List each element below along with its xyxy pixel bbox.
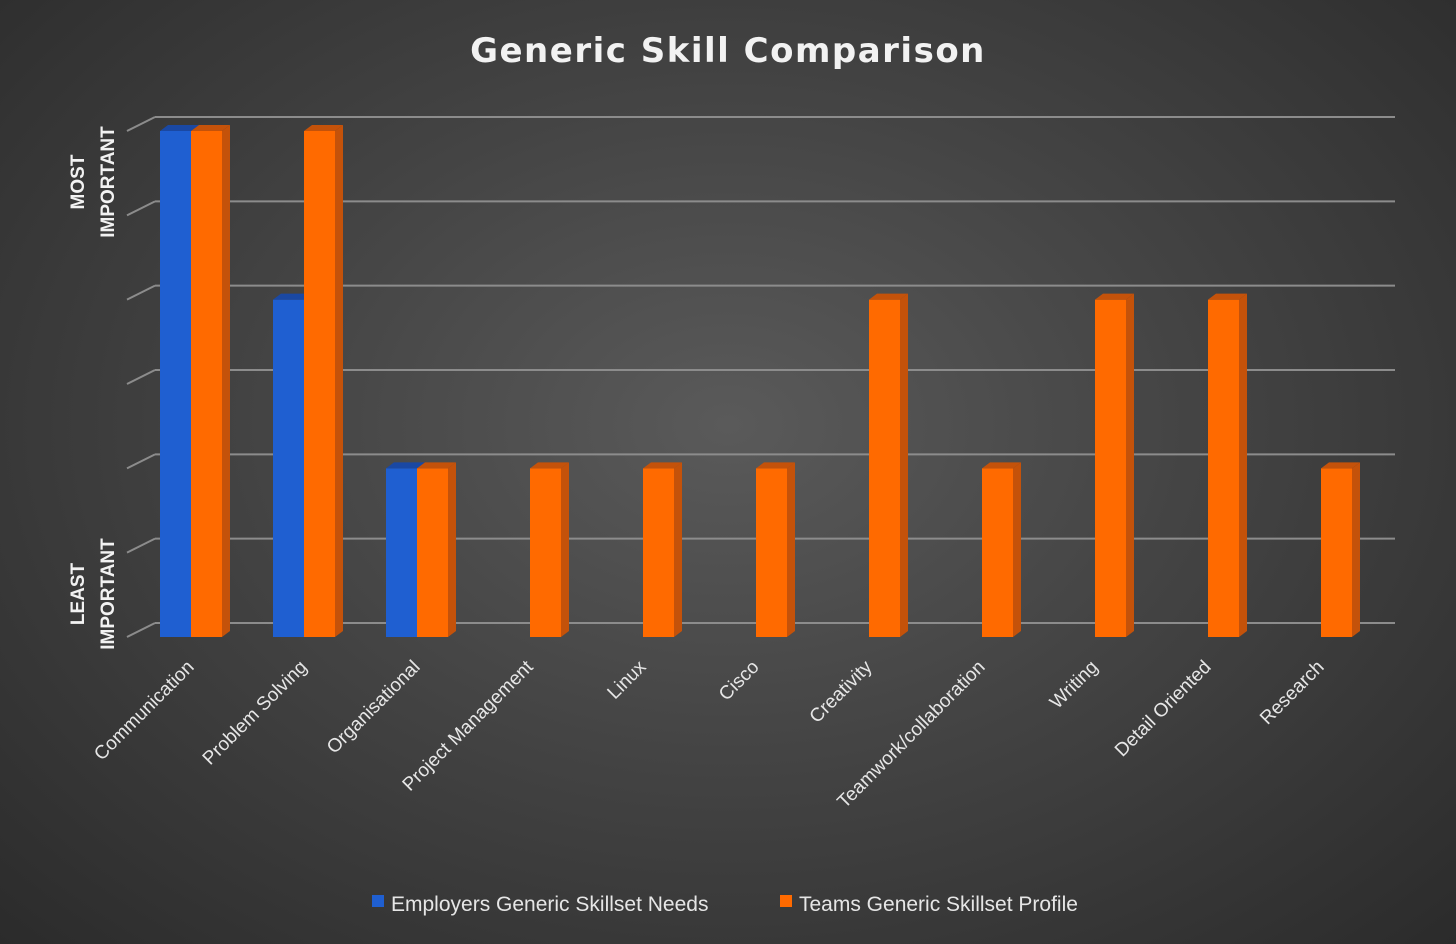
bar-front — [1321, 468, 1352, 637]
bar-top — [273, 293, 312, 300]
bar-top — [1095, 293, 1134, 300]
bar-top — [304, 125, 343, 131]
bar-teams — [643, 462, 682, 637]
gridline-perspective — [126, 622, 156, 638]
bar-side — [674, 462, 682, 637]
x-tick-label: Organisational — [323, 657, 424, 758]
bar-front — [417, 468, 448, 637]
bar-front — [982, 468, 1013, 637]
y-label-most: MOST — [68, 154, 89, 209]
bar-side — [1352, 462, 1360, 637]
y-label-least: LEAST — [68, 562, 89, 625]
legend-item: Employers Generic Skillset Needs — [372, 893, 708, 916]
bar-front — [643, 468, 674, 637]
bar-top — [1321, 462, 1360, 469]
x-tick-label: Creativity — [806, 656, 877, 727]
bar-teams — [530, 462, 569, 637]
x-tick-label: Cisco — [715, 657, 763, 705]
legend-item: Teams Generic Skillset Profile — [780, 893, 1078, 916]
x-tick-label: Linux — [604, 656, 651, 703]
gridline-perspective — [126, 537, 156, 554]
bar-teams — [1095, 293, 1134, 637]
bar-teams — [1208, 293, 1247, 637]
bar-top — [191, 125, 230, 131]
gridline-perspective — [126, 200, 156, 217]
bar-side — [222, 125, 230, 637]
y-axis-label-most-important: MOST IMPORTANT — [68, 126, 119, 238]
bar-top — [530, 462, 569, 469]
x-tick-label: Problem Solving — [199, 657, 312, 770]
legend: Employers Generic Skillset Needs Teams Ge… — [372, 893, 1078, 916]
bar-teams — [417, 462, 456, 637]
bar-front — [191, 131, 222, 637]
legend-label: Employers Generic Skillset Needs — [391, 893, 708, 916]
bar-teams — [756, 462, 795, 637]
bar-front — [1208, 299, 1239, 637]
bar-side — [900, 293, 908, 637]
legend-label: Teams Generic Skillset Profile — [799, 893, 1078, 916]
bar-side — [1239, 293, 1247, 637]
bar-side — [1126, 293, 1134, 637]
gridline-perspective — [126, 116, 156, 132]
bar-teams — [869, 293, 908, 637]
x-axis-labels: Communication Problem Solving Organisation… — [90, 656, 1328, 812]
bar-side — [561, 462, 569, 637]
gridline-perspective — [126, 453, 156, 470]
bar-side — [1013, 462, 1021, 637]
bar-front — [530, 468, 561, 637]
bar-side — [335, 125, 343, 637]
bar-front — [1095, 299, 1126, 637]
bar-top — [160, 125, 199, 131]
gridline-perspective — [126, 284, 156, 301]
bar-teams — [982, 462, 1021, 637]
bar-front — [304, 131, 335, 637]
x-tick-label: Project Management — [399, 656, 538, 795]
y-label-important-top: IMPORTANT — [98, 126, 119, 238]
bar-front — [869, 299, 900, 637]
bar-front — [160, 131, 191, 637]
y-label-important-bottom: IMPORTANT — [98, 538, 119, 650]
x-tick-label: Communication — [90, 657, 198, 765]
bar-top — [869, 293, 908, 300]
bar-side — [448, 462, 456, 637]
bar-front — [273, 299, 304, 637]
bar-top — [417, 462, 456, 469]
x-tick-label: Writing — [1046, 657, 1102, 713]
x-tick-label: Research — [1256, 657, 1328, 729]
bar-top — [1208, 293, 1247, 300]
bar-top — [982, 462, 1021, 469]
y-axis-label-least-important: LEAST IMPORTANT — [68, 538, 119, 650]
chart-title: Generic Skill Comparison — [470, 31, 986, 71]
bar-teams — [304, 125, 343, 637]
bar-front — [756, 468, 787, 637]
gridline-perspective — [126, 369, 156, 385]
bar-front — [386, 468, 417, 637]
bars — [160, 125, 1360, 637]
bar-teams — [1321, 462, 1360, 637]
legend-swatch — [780, 895, 792, 907]
legend-swatch — [372, 895, 384, 907]
bar-top — [643, 462, 682, 469]
bar-top — [756, 462, 795, 469]
bar-side — [787, 462, 795, 637]
bar-teams — [191, 125, 230, 637]
bar-top — [386, 462, 425, 469]
x-tick-label: Detail Oriented — [1111, 657, 1215, 761]
gridlines — [126, 116, 1395, 638]
